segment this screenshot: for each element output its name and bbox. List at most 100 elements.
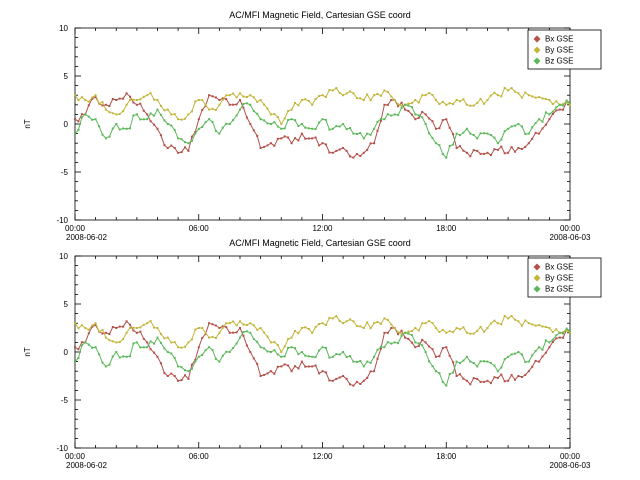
series-marker — [221, 326, 224, 329]
legend-label: By GSE — [545, 46, 573, 55]
series-marker — [544, 98, 547, 100]
series-marker — [232, 331, 235, 334]
series-marker — [410, 330, 413, 333]
series-marker — [214, 324, 217, 327]
series-marker — [129, 127, 131, 130]
series-marker — [228, 103, 231, 106]
series-marker — [503, 152, 506, 155]
series-marker — [472, 149, 475, 152]
series-marker — [441, 119, 444, 122]
series-marker — [338, 148, 341, 151]
series-marker — [541, 355, 544, 358]
x-tick-label: 00:00 — [560, 224, 581, 233]
series-marker — [455, 132, 458, 135]
series-marker — [149, 120, 152, 123]
series-marker — [538, 324, 541, 327]
series-marker — [156, 336, 159, 339]
series-marker — [555, 337, 558, 340]
series-marker — [221, 126, 224, 129]
x-date-label: 2008-06-02 — [66, 461, 107, 470]
series-marker — [139, 330, 142, 333]
series-marker — [266, 372, 269, 375]
series-marker — [503, 380, 506, 383]
series-marker — [376, 93, 379, 95]
series-marker — [280, 355, 283, 358]
series-marker — [562, 332, 565, 335]
series-marker — [273, 113, 276, 116]
series-marker — [259, 99, 262, 101]
series-marker — [548, 341, 551, 344]
series-marker — [108, 333, 111, 336]
series-marker — [321, 142, 324, 145]
series-marker — [455, 147, 458, 149]
series-marker — [87, 332, 90, 335]
series-marker — [328, 128, 331, 131]
series-marker — [531, 323, 534, 326]
series-marker — [118, 128, 121, 131]
series-marker — [173, 341, 176, 344]
series-marker — [266, 144, 269, 147]
series-marker — [149, 320, 152, 323]
series-marker — [273, 372, 276, 375]
series-marker — [359, 97, 362, 100]
series-marker — [74, 118, 76, 121]
series-marker — [139, 118, 142, 121]
series-marker — [153, 114, 156, 117]
series-marker — [538, 360, 541, 363]
x-date-label: 2008-06-03 — [550, 233, 591, 242]
series-marker — [434, 370, 437, 373]
series-marker — [551, 103, 554, 106]
series-marker — [465, 151, 468, 154]
series-marker — [263, 331, 266, 334]
series-marker — [472, 134, 475, 136]
series-marker — [170, 113, 173, 116]
series-marker — [428, 360, 431, 363]
series-marker — [541, 127, 544, 130]
series-marker — [197, 99, 200, 101]
series-marker — [476, 101, 479, 104]
series-marker — [221, 325, 224, 328]
series-marker — [390, 342, 393, 345]
series-marker — [510, 146, 513, 149]
series-marker — [166, 375, 169, 377]
series-marker — [256, 362, 259, 365]
series-marker — [548, 113, 551, 116]
series-marker — [125, 331, 128, 334]
series-marker — [77, 327, 80, 330]
series-marker — [373, 127, 376, 130]
series-marker — [438, 355, 441, 358]
series-marker — [465, 331, 468, 334]
series-marker — [115, 341, 118, 344]
series-marker — [534, 359, 537, 362]
series-marker — [104, 331, 107, 334]
series-marker — [184, 146, 186, 149]
series-marker — [80, 324, 83, 327]
series-marker — [520, 148, 523, 150]
series-marker — [294, 119, 296, 122]
series-marker — [569, 331, 571, 334]
series-marker — [153, 98, 156, 101]
series-marker — [438, 103, 441, 105]
legend-box — [527, 257, 602, 298]
series-marker — [493, 376, 496, 379]
series-marker — [452, 361, 455, 364]
series-marker — [311, 137, 314, 140]
series-marker — [417, 344, 420, 347]
series-marker — [84, 99, 87, 101]
series-marker — [496, 148, 499, 151]
series-marker — [318, 349, 321, 352]
series-marker — [139, 326, 142, 329]
series-marker — [455, 99, 458, 101]
series-marker — [239, 327, 241, 329]
series-marker — [208, 94, 211, 97]
series-marker — [232, 347, 235, 350]
series-marker — [283, 127, 286, 130]
series-marker — [249, 351, 252, 353]
series-marker — [190, 367, 193, 370]
chart-title-top: AC/MFI Magnetic Field, Cartesian GSE coo… — [229, 10, 411, 20]
series-marker — [366, 321, 369, 324]
series-marker — [187, 149, 190, 152]
series-marker — [166, 336, 169, 339]
series-marker — [194, 132, 197, 135]
series-marker — [311, 127, 314, 130]
